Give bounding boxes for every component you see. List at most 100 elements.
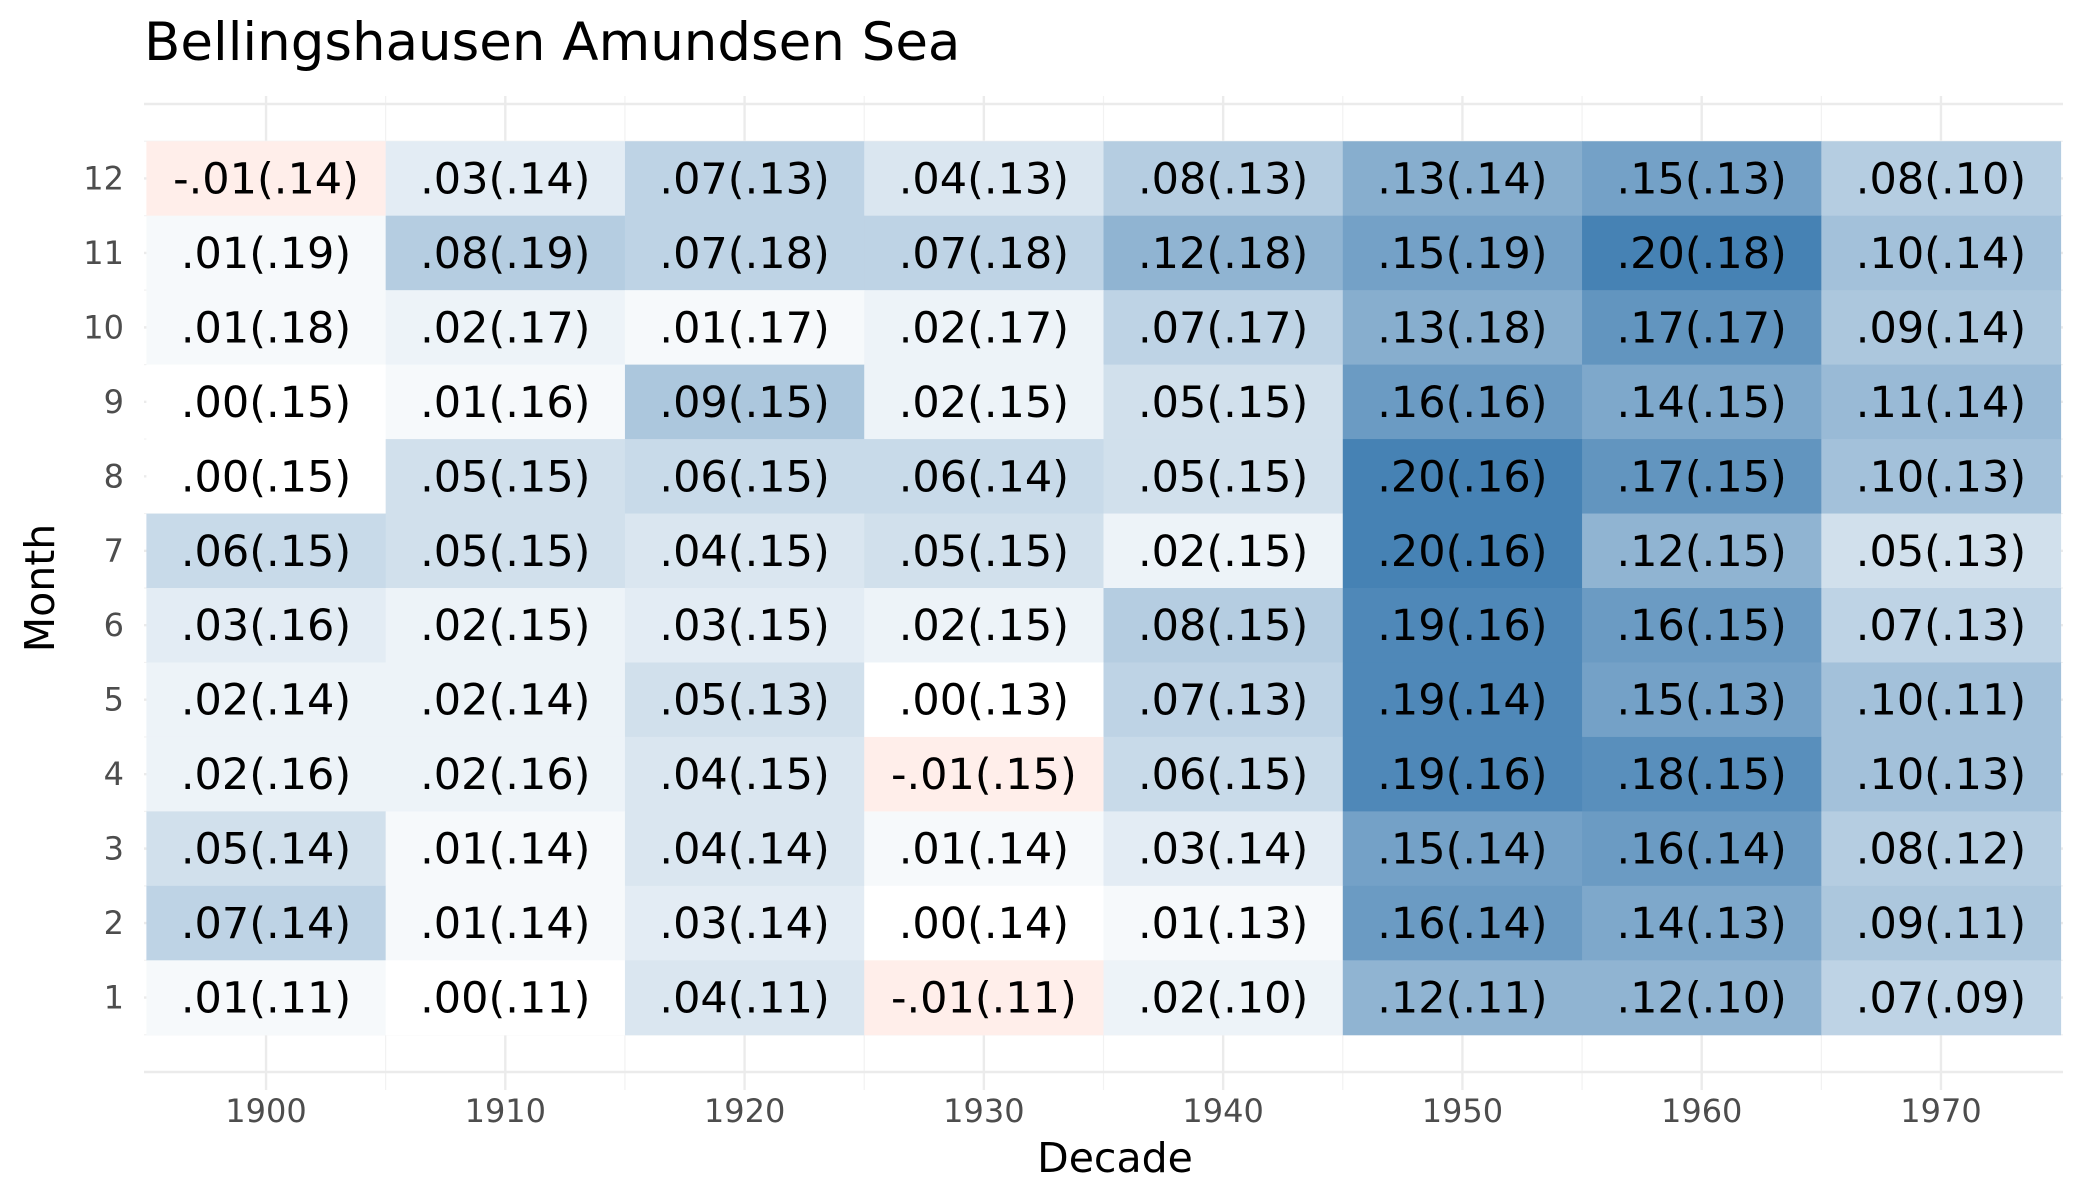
heatmap-cell [1821, 588, 2062, 663]
heatmap-cell [1342, 885, 1583, 961]
heatmap-cell [146, 588, 387, 663]
y-tick-label: 11 [83, 234, 124, 272]
heatmap-cell [1582, 960, 1822, 1036]
heatmap-cell [624, 811, 865, 887]
cell-value-label: .08(.13) [1138, 154, 1308, 204]
heatmap-cell [1582, 215, 1822, 291]
cell-value-label: .10(.13) [1856, 750, 2026, 800]
x-tick-label: 1940 [1182, 1092, 1263, 1130]
cell-value-label: .10(.14) [1856, 229, 2026, 279]
heatmap-cell [1821, 811, 2062, 887]
heatmap-cell [864, 960, 1104, 1036]
cell-value-label: .15(.13) [1617, 676, 1787, 726]
heatmap-cell [864, 588, 1104, 663]
heatmap-cell [1821, 364, 2062, 440]
cell-value-label: .19(.16) [1377, 601, 1547, 651]
cell-value-label: .05(.15) [420, 527, 590, 577]
y-tick-label: 4 [104, 755, 124, 793]
cell-value-label: .06(.15) [181, 527, 351, 577]
cell-value-label: .05(.13) [659, 676, 829, 726]
cell-value-label: .02(.16) [181, 750, 351, 800]
cell-value-label: .04(.15) [659, 750, 829, 800]
heatmap-cell [1103, 290, 1344, 366]
cell-value-label: .09(.14) [1856, 303, 2026, 353]
cell-value-label: .10(.13) [1856, 452, 2026, 502]
heatmap-cell [385, 141, 626, 217]
y-tick-label: 10 [83, 308, 124, 346]
heatmap-cell [1821, 215, 2062, 291]
cell-value-label: .18(.15) [1617, 750, 1787, 800]
heatmap-cell [1342, 364, 1583, 440]
heatmap-cell [1103, 588, 1344, 663]
cell-value-label: .09(.15) [659, 378, 829, 428]
cell-value-label: .16(.14) [1377, 899, 1547, 949]
cell-value-label: .01(.11) [181, 974, 351, 1024]
cell-value-label: .04(.15) [659, 527, 829, 577]
cell-value-label: .05(.15) [1138, 378, 1308, 428]
cell-value-label: .02(.16) [420, 750, 590, 800]
heatmap-cell [385, 588, 626, 663]
x-axis-title: Decade [1037, 1134, 1193, 1182]
cell-value-label: .14(.15) [1617, 378, 1787, 428]
y-axis-title: Month [16, 524, 64, 653]
cell-value-label: .15(.14) [1377, 825, 1547, 875]
heatmap-cell [1821, 290, 2062, 366]
heatmap-cell [1582, 364, 1822, 440]
heatmap-cell [1582, 811, 1822, 887]
cell-value-label: .02(.17) [899, 303, 1069, 353]
heatmap-cell [1103, 364, 1344, 440]
heatmap-cell [146, 811, 387, 887]
heatmap-cell [146, 513, 387, 589]
heatmap-cell [146, 364, 387, 440]
cell-value-label: .09(.11) [1856, 899, 2026, 949]
heatmap-cell [1582, 588, 1822, 663]
cell-value-label: .05(.13) [1856, 527, 2026, 577]
heatmap-cell [146, 960, 387, 1036]
cell-value-label: .01(.13) [1138, 899, 1308, 949]
heatmap-cell [624, 215, 865, 291]
cell-value-label: .06(.15) [659, 452, 829, 502]
y-tick-label: 9 [104, 383, 124, 421]
heatmap-cell [1342, 439, 1583, 515]
cell-value-label: .19(.16) [1377, 750, 1547, 800]
cell-value-label: .00(.11) [420, 974, 590, 1024]
cell-value-label: .00(.15) [181, 378, 351, 428]
heatmap-cell [864, 290, 1104, 366]
heatmap-cell [624, 513, 865, 589]
cell-value-label: .20(.16) [1377, 452, 1547, 502]
cell-value-label: .15(.13) [1617, 154, 1787, 204]
y-tick-label: 5 [104, 681, 124, 719]
cell-value-label: .05(.15) [1138, 452, 1308, 502]
cell-value-label: .17(.17) [1617, 303, 1787, 353]
cell-value-label: .08(.19) [420, 229, 590, 279]
cell-value-label: .07(.17) [1138, 303, 1308, 353]
y-tick-label: 1 [104, 979, 124, 1017]
cell-value-label: .07(.18) [899, 229, 1069, 279]
cell-value-label: .14(.13) [1617, 899, 1787, 949]
heatmap-cell [385, 439, 626, 515]
heatmap-cell [1821, 662, 2062, 738]
cell-value-label: .20(.16) [1377, 527, 1547, 577]
cell-value-label: .01(.14) [420, 899, 590, 949]
heatmap-cell [1582, 141, 1822, 217]
y-tick-label: 6 [104, 606, 124, 644]
heatmap-cell [385, 662, 626, 738]
heatmap-cell [864, 662, 1104, 738]
heatmap-cell [385, 960, 626, 1036]
heatmap-cell [1582, 513, 1822, 589]
cell-value-label: .03(.14) [1138, 825, 1308, 875]
cell-value-label: .03(.15) [659, 601, 829, 651]
heatmap-cell [1582, 662, 1822, 738]
cell-value-label: .07(.13) [1138, 676, 1308, 726]
heatmap-cell [1103, 215, 1344, 291]
heatmap-cell [864, 885, 1104, 961]
heatmap-cell [385, 736, 626, 812]
cell-value-label: .20(.18) [1617, 229, 1787, 279]
heatmap-cell [1103, 141, 1344, 217]
cell-value-label: .15(.19) [1377, 229, 1547, 279]
cell-value-label: .02(.17) [420, 303, 590, 353]
cell-value-label: .04(.13) [899, 154, 1069, 204]
x-axis-ticks: 1900 1910 1920 1930 1940 1950 1960 1970 [225, 1092, 1981, 1130]
